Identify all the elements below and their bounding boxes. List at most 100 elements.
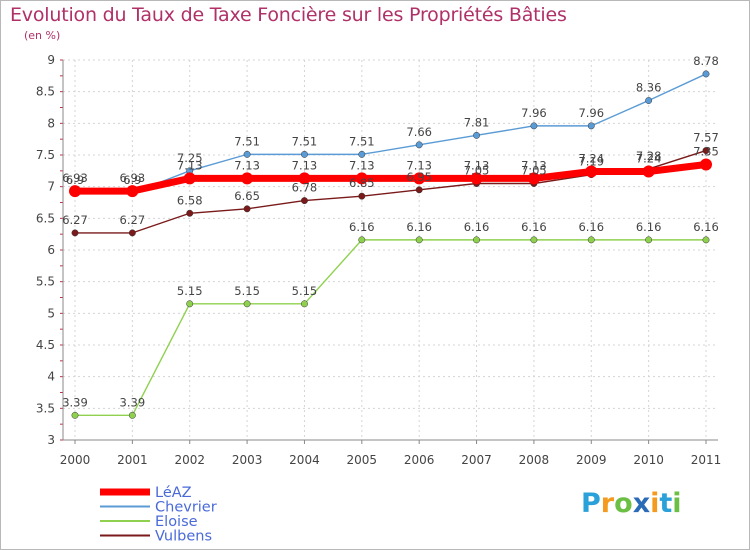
data-label: 6.95: [406, 170, 432, 184]
data-point: [128, 411, 136, 419]
data-label: 7.13: [349, 158, 375, 172]
data-point: [585, 165, 598, 178]
data-label: 7.24: [636, 151, 662, 165]
data-label: 6.9: [123, 173, 141, 187]
data-point: [71, 411, 79, 419]
data-label: 7.51: [292, 134, 318, 148]
series-line-eloise: [74, 239, 707, 416]
data-point: [243, 150, 251, 158]
data-label: 7.19: [578, 155, 604, 169]
y-tick-label: 7.5: [36, 148, 55, 162]
series-line-chevrier: [74, 73, 707, 194]
data-label: 6.16: [521, 220, 547, 234]
data-label: 7.24: [578, 151, 604, 165]
data-label: 8.78: [693, 54, 719, 68]
logo-letter: o: [614, 488, 633, 519]
legend-label-chevrier: Chevrier: [155, 500, 217, 516]
x-tick-label: 2003: [232, 453, 263, 467]
data-label: 6.58: [177, 193, 203, 207]
data-point: [301, 150, 308, 158]
data-label: 6.27: [120, 213, 146, 227]
chart-title: Evolution du Taux de Taxe Foncière sur l…: [10, 4, 567, 26]
data-label: 7.13: [406, 158, 432, 172]
data-label: 7.57: [693, 131, 719, 145]
data-point: [415, 141, 423, 149]
data-point: [473, 236, 480, 244]
data-point: [69, 185, 81, 198]
x-tick-label: 2008: [519, 453, 550, 467]
data-label: 5.15: [177, 284, 203, 298]
x-tick-label: 2005: [347, 453, 378, 467]
data-label: 3.39: [62, 395, 88, 409]
data-point: [530, 122, 538, 130]
data-label: 7.05: [521, 164, 547, 178]
data-label: 5.15: [292, 284, 318, 298]
data-label: 6.93: [62, 171, 88, 185]
x-tick-label: 2009: [576, 453, 607, 467]
legend-label-vulbens: Vulbens: [155, 529, 212, 545]
data-label: 6.78: [292, 181, 318, 195]
data-point: [355, 172, 368, 185]
data-point: [700, 158, 712, 171]
y-tick-label: 4.5: [36, 338, 55, 352]
data-label: 5.15: [234, 284, 260, 298]
y-tick-label: 3.5: [36, 401, 55, 415]
data-label: 7.51: [349, 134, 375, 148]
data-label: 7.13: [292, 158, 318, 172]
x-tick-label: 2007: [461, 453, 492, 467]
data-label: 7.05: [464, 164, 490, 178]
data-point: [415, 186, 423, 194]
data-label: 6.16: [578, 220, 604, 234]
data-label: 6.16: [406, 220, 432, 234]
data-point: [183, 172, 196, 185]
series-line-léaz: [71, 161, 710, 195]
data-point: [71, 229, 79, 237]
y-tick-label: 5.5: [36, 275, 55, 289]
data-point: [241, 172, 254, 185]
data-label: 7.13: [234, 158, 260, 172]
legend-label-léaz: LéAZ: [155, 485, 192, 501]
data-point: [642, 165, 655, 178]
axes: 3 3.5 4 4.5 5 5.5 6 6.5 7 7.5 8 8.5 9 2000 2001 2002 200…: [36, 53, 721, 467]
data-point: [126, 185, 139, 198]
data-point: [243, 300, 251, 308]
data-label: 6.85: [349, 176, 375, 190]
data-label: 7.25: [177, 151, 203, 165]
data-point: [298, 172, 311, 185]
data-label: 7.35: [693, 145, 719, 159]
data-label: 7.51: [234, 134, 260, 148]
data-label: 7.66: [406, 125, 432, 139]
data-point: [530, 236, 538, 244]
logo-letter: i: [672, 488, 682, 519]
data-point: [527, 172, 540, 185]
y-tick-label: 8.5: [36, 85, 55, 99]
data-label: 6.93: [120, 171, 146, 185]
data-point: [645, 97, 653, 104]
y-tick-label: 8: [47, 116, 55, 130]
logo-letter: i: [650, 488, 660, 519]
data-label: 6.16: [636, 220, 662, 234]
data-label: 7.13: [177, 158, 203, 172]
data-label: 6.16: [464, 220, 490, 234]
data-point: [587, 236, 595, 244]
y-tick-label: 5: [47, 306, 55, 320]
data-point: [702, 70, 710, 78]
data-label: 3.39: [120, 395, 146, 409]
data-point: [358, 150, 366, 158]
logo-letter: t: [659, 488, 673, 519]
data-point: [243, 205, 251, 213]
proxiti-logo: Proxiti: [581, 488, 682, 519]
data-point: [645, 236, 653, 244]
x-tick-label: 2004: [289, 453, 320, 467]
data-label: 6.9: [66, 173, 84, 187]
x-tick-label: 2006: [404, 453, 435, 467]
data-label: 7.13: [464, 158, 490, 172]
data-label: 8.36: [636, 81, 662, 95]
logo-letter: r: [600, 488, 615, 519]
y-tick-label: 3: [47, 433, 55, 447]
x-tick-label: 2010: [633, 453, 664, 467]
data-point: [186, 209, 194, 217]
data-label: 6.16: [349, 220, 375, 234]
